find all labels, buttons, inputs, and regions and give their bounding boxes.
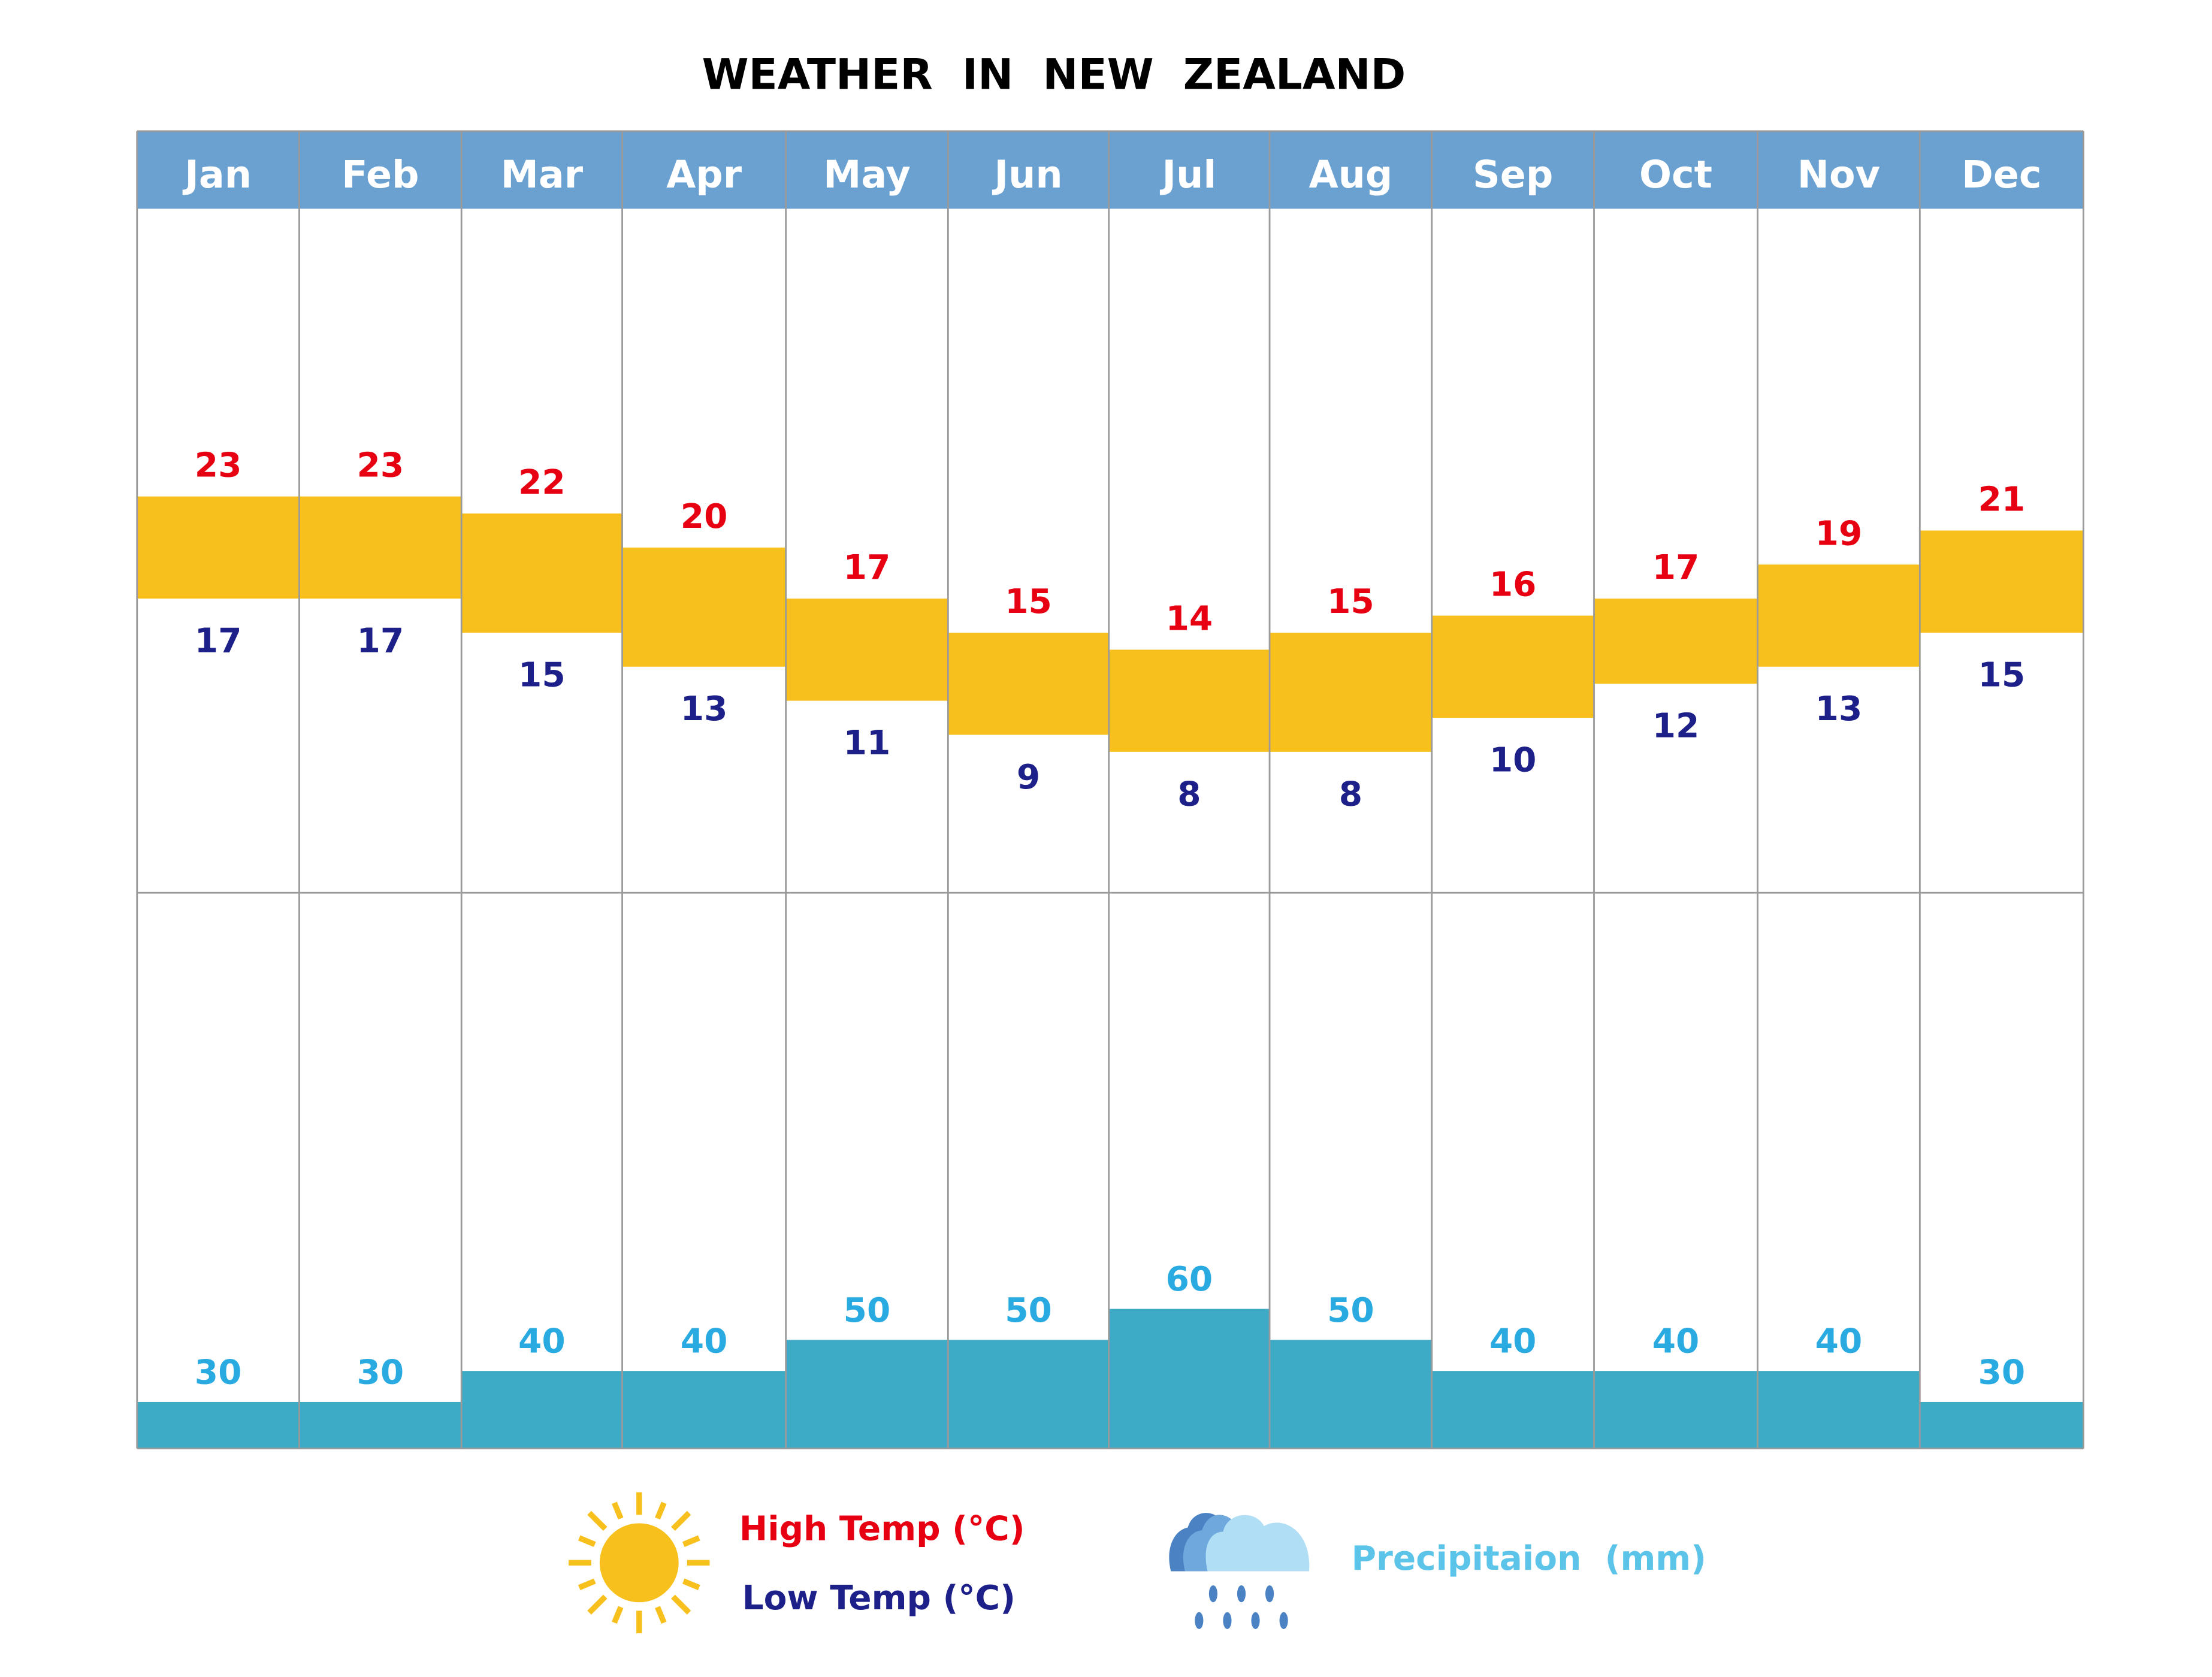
low-temp-label: 12 [1652,707,1700,746]
low-temp-label: 17 [195,622,242,661]
month-label: Dec [1962,152,2042,197]
precip-label: 40 [1489,1322,1537,1361]
month-label: Oct [1639,152,1712,197]
high-temp-label: 16 [1489,566,1537,605]
precip-bar [461,1371,622,1449]
sun-ray [578,1578,596,1591]
sun-icon [569,1492,710,1634]
sun-ray [671,1510,691,1531]
precip-label: 30 [1978,1353,2026,1392]
precip-label: 50 [1005,1291,1052,1330]
high-temp-label: 23 [357,446,404,485]
month-label: Aug [1309,152,1392,197]
high-temp-label: 21 [1978,481,2026,519]
temp-range-bar [622,547,786,667]
precip-label: 40 [518,1322,566,1361]
low-temp-label: 8 [1339,775,1362,814]
chart-title: WEATHER IN NEW ZEALAND [702,49,1406,99]
precip-bar [622,1371,786,1449]
temp-range-bar [1757,564,1920,667]
high-temp-label: 17 [1652,548,1700,587]
precip-label: 40 [1652,1322,1700,1361]
sun-ray [587,1594,608,1615]
temp-range-bar [785,599,948,701]
precip-bar [1431,1371,1594,1449]
sun-ray [612,1501,624,1520]
month-label: Jan [182,152,252,197]
low-temp-label: 11 [844,724,891,763]
legend-high-label: High Temp (°C) [739,1510,1025,1549]
sun-ray [612,1606,624,1624]
month-label: Jul [1160,152,1217,197]
temp-range-bar [1270,632,1432,752]
low-temp-label: 17 [357,622,404,661]
low-temp-label: 13 [1815,690,1863,729]
high-temp-label: 19 [1815,514,1863,553]
precip-bar [1108,1309,1270,1449]
high-temp-label: 15 [1327,582,1374,621]
legend-low-label: Low Temp (°C) [742,1579,1016,1618]
sun-ray [655,1606,667,1624]
precip-bar [1920,1401,2084,1449]
low-temp-label: 10 [1489,741,1537,779]
high-temp-label: 14 [1166,599,1213,638]
precip-bar [785,1340,948,1449]
precip-label: 60 [1166,1260,1213,1299]
precip-label: 40 [681,1322,728,1361]
low-temp-label: 9 [1017,758,1040,797]
high-temp-label: 17 [844,548,891,587]
low-temp-label: 8 [1177,775,1201,814]
month-label: Apr [666,152,742,197]
precip-label: 30 [357,1353,404,1392]
precip-bar [1270,1340,1432,1449]
high-temp-label: 20 [681,497,728,536]
sun-ray [655,1501,667,1520]
low-temp-label: 15 [1978,655,2026,694]
header-band [137,131,2084,209]
month-label: Mar [501,152,584,197]
sun-ray [587,1510,608,1531]
precip-label: 50 [844,1291,891,1330]
precip-bar [948,1340,1109,1449]
sun-ray [682,1535,700,1548]
temp-range-bar [299,496,462,599]
precip-bar [299,1401,462,1449]
sun-ray [578,1535,596,1548]
legend-precip-label: Precipitaion (mm) [1352,1539,1706,1578]
temp-range-bar [1594,599,1758,684]
rain-cloud-icon [1169,1513,1310,1629]
high-temp-label: 15 [1005,582,1052,621]
temp-range-bar [1920,530,2084,633]
precip-label: 50 [1327,1291,1374,1330]
temp-range-bar [137,496,300,599]
legend: High Temp (°C) Low Temp (°C) Precipitaio… [569,1492,1706,1634]
precip-label: 40 [1815,1322,1863,1361]
low-temp-label: 15 [518,655,566,694]
low-temp-label: 13 [681,690,728,729]
month-label: Jun [992,152,1062,197]
month-label: Nov [1797,152,1880,197]
temp-range-bar [461,513,622,633]
temp-range-bar [1108,649,1270,752]
high-temp-label: 23 [195,446,242,485]
sun-ray [671,1594,691,1615]
temp-range-bar [948,632,1109,735]
precip-label: 30 [195,1353,242,1392]
precip-bar [1594,1371,1758,1449]
sun-ray [682,1578,700,1591]
precip-bar [137,1401,300,1449]
precip-bar [1757,1371,1920,1449]
high-temp-label: 22 [518,463,566,502]
month-label: Feb [342,152,419,197]
month-label: Sep [1473,152,1553,197]
temp-range-bar [1431,615,1594,718]
month-label: May [823,152,911,197]
